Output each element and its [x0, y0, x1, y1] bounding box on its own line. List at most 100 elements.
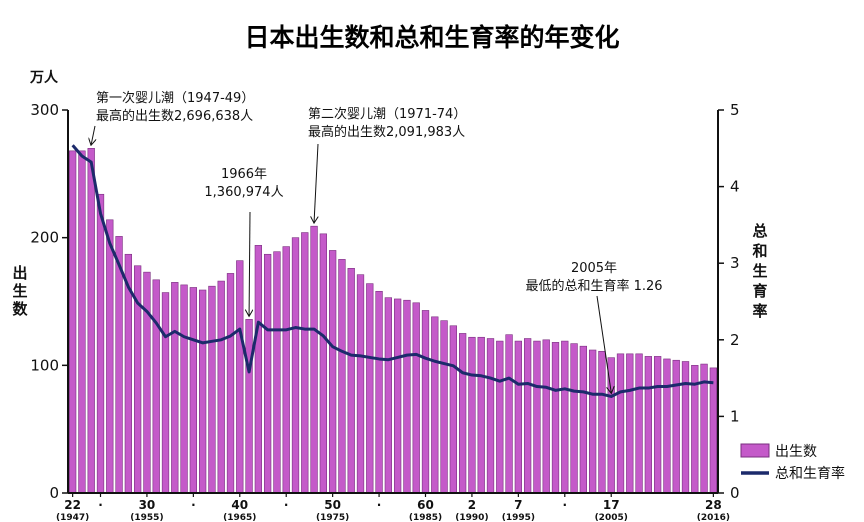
- bar-1958: [171, 282, 179, 494]
- right-tick-label: 3: [730, 254, 740, 272]
- bar-1976: [338, 259, 346, 494]
- x-tick-year: (2016): [697, 513, 730, 522]
- left-axis-label: 出生数: [12, 264, 28, 318]
- bar-1965: [236, 260, 244, 494]
- bar-1949: [87, 148, 95, 494]
- bar-1981: [384, 297, 393, 494]
- bar-1996: [523, 338, 532, 494]
- right-tick-label: 5: [730, 101, 740, 119]
- bar-1987: [440, 320, 448, 494]
- x-tick-year: (1975): [316, 513, 349, 522]
- bar-1980: [375, 290, 383, 494]
- right-axis-ticks: 0 1 2 3 4 5: [718, 101, 740, 502]
- bar-2009: [644, 356, 653, 494]
- right-tick-label: 1: [730, 407, 740, 425]
- bar-1950: [96, 193, 105, 494]
- legend-item-births: 出生数: [740, 443, 817, 460]
- bar-1969: [273, 251, 281, 494]
- x-tick-year: (1955): [130, 513, 163, 522]
- left-axis-label-char: 生: [12, 282, 27, 300]
- x-tick-year: (1965): [223, 513, 256, 522]
- bar-1998: [542, 339, 550, 494]
- bar-1966: [245, 319, 253, 494]
- bar-1951: [106, 219, 114, 494]
- bar-1957: [161, 292, 170, 494]
- x-tick-label: 22: [64, 498, 81, 512]
- left-axis-label-char: 出: [12, 264, 27, 282]
- bar-1972: [301, 232, 309, 494]
- right-axis-label: 总和生育率: [752, 222, 767, 320]
- left-tick-label: 300: [30, 101, 59, 119]
- right-axis-label-char: 总: [752, 222, 767, 240]
- bar-2012: [672, 359, 680, 494]
- x-tick-year: (1995): [502, 513, 535, 522]
- bar-1955: [143, 271, 151, 494]
- annotation-text: 1,360,974人: [204, 185, 283, 200]
- bar-1997: [533, 340, 541, 494]
- left-axis-label-char: 数: [12, 300, 28, 318]
- bar-series: [69, 148, 718, 494]
- bar-2016: [709, 367, 718, 494]
- x-tick-label: ·: [191, 498, 196, 512]
- x-tick-label: ·: [377, 498, 382, 512]
- annotation-arrow: [91, 125, 95, 144]
- bar-1948: [78, 150, 86, 494]
- annotations: 第一次婴儿潮（1947-49） 最高的出生数2,696,638人 第二次婴儿潮（19…: [91, 90, 663, 392]
- x-tick-year: (1947): [56, 513, 89, 522]
- right-tick-label: 4: [730, 178, 740, 196]
- bar-2008: [635, 353, 643, 494]
- bar-1978: [356, 274, 365, 494]
- bar-1983: [403, 299, 411, 494]
- right-axis-label-char: 生: [752, 262, 767, 280]
- bar-1999: [551, 342, 560, 494]
- right-axis-label-char: 率: [752, 302, 767, 320]
- x-tick-year: (2005): [595, 513, 628, 522]
- bar-1956: [152, 279, 160, 494]
- x-tick-label: 2: [468, 498, 476, 512]
- x-tick-label: 50: [324, 498, 341, 512]
- fertility-rate-line: [71, 144, 714, 398]
- x-tick-label: 17: [603, 498, 620, 512]
- bar-2001: [570, 343, 578, 494]
- x-tick-label: 7: [514, 498, 522, 512]
- x-axis-ticks: 22(1947)· 30(1955)· 40(1965)· 50(1975)· 60(1…: [56, 493, 730, 522]
- left-tick-label: 200: [30, 229, 59, 247]
- bar-1982: [393, 298, 402, 494]
- bar-1960: [189, 287, 197, 494]
- bar-1979: [366, 283, 374, 494]
- axes: [67, 110, 719, 494]
- left-tick-label: 0: [49, 484, 59, 502]
- bar-2004: [598, 350, 606, 494]
- left-tick-label: 100: [30, 356, 59, 374]
- bar-1988: [449, 325, 458, 494]
- bar-2010: [653, 356, 662, 494]
- bar-1974: [319, 233, 328, 494]
- bar-1952: [115, 236, 123, 494]
- bar-1962: [208, 285, 216, 494]
- annotation-text: 第二次婴儿潮（1971-74）: [308, 106, 466, 122]
- bar-1970: [282, 246, 290, 494]
- bar-1995: [514, 340, 523, 494]
- bar-1985: [421, 310, 430, 494]
- bar-1971: [291, 237, 300, 494]
- x-tick-year: (1990): [455, 513, 488, 522]
- bar-1975: [328, 250, 337, 494]
- bar-2011: [663, 358, 671, 494]
- annotation-text: 2005年: [571, 261, 617, 276]
- left-axis-ticks: 0 100 200 300: [30, 101, 68, 502]
- right-tick-label: 2: [730, 331, 740, 349]
- x-tick-label: ·: [98, 498, 103, 512]
- bar-1990: [468, 336, 476, 494]
- bar-2013: [681, 361, 690, 494]
- legend-item-fertility: 总和生育率: [741, 465, 845, 482]
- bar-2006: [616, 353, 625, 494]
- annotation-3: 1966年 1,360,974人: [204, 167, 284, 315]
- annotation-text: 第一次婴儿潮（1947-49）: [96, 90, 254, 106]
- annotation-text: 最高的出生数2,696,638人: [96, 108, 253, 124]
- x-tick-label: 28: [705, 498, 722, 512]
- annotation-text: 1966年: [221, 167, 267, 182]
- bar-2003: [588, 349, 597, 494]
- annotation-1: 第一次婴儿潮（1947-49） 最高的出生数2,696,638人: [91, 90, 254, 144]
